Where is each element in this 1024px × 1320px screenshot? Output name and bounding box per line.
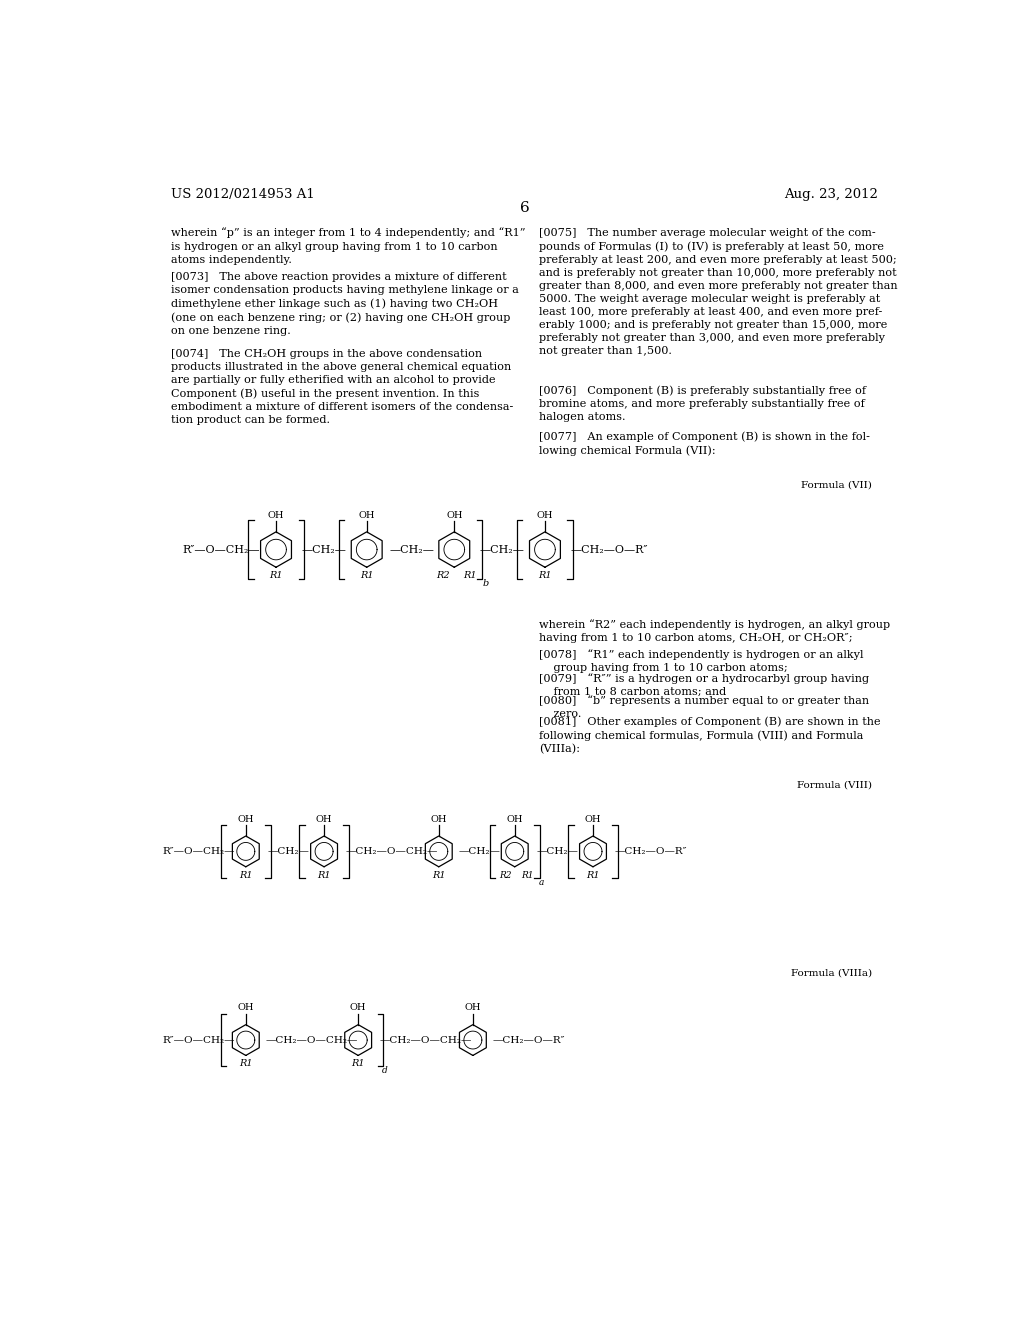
Text: [0073]   The above reaction provides a mixture of different
isomer condensation : [0073] The above reaction provides a mix…: [171, 272, 519, 337]
Text: —CH₂—: —CH₂—: [537, 847, 579, 855]
Text: [0080]   “b” represents a number equal to or greater than
    zero.: [0080] “b” represents a number equal to …: [539, 696, 869, 719]
Text: [0074]   The CH₂OH groups in the above condensation
products illustrated in the : [0074] The CH₂OH groups in the above con…: [171, 350, 514, 425]
Text: —CH₂—O—R″: —CH₂—O—R″: [570, 545, 648, 554]
Text: R″—O—CH₂—: R″—O—CH₂—: [163, 1036, 236, 1044]
Text: R1: R1: [464, 572, 477, 579]
Text: OH: OH: [267, 511, 285, 520]
Text: —CH₂—: —CH₂—: [480, 545, 524, 554]
Text: wherein “p” is an integer from 1 to 4 independently; and “R1”
is hydrogen or an : wherein “p” is an integer from 1 to 4 in…: [171, 227, 526, 264]
Text: Formula (VIII): Formula (VIII): [797, 780, 872, 789]
Text: R2: R2: [499, 871, 512, 879]
Text: R1: R1: [239, 871, 253, 879]
Text: [0081]   Other examples of Component (B) are shown in the
following chemical for: [0081] Other examples of Component (B) a…: [539, 717, 881, 755]
Text: US 2012/0214953 A1: US 2012/0214953 A1: [171, 187, 315, 201]
Text: 6: 6: [520, 201, 529, 215]
Text: R1: R1: [317, 871, 331, 879]
Text: R1: R1: [521, 871, 534, 879]
Text: R1: R1: [586, 871, 600, 879]
Text: [0077]   An example of Component (B) is shown in the fol-
lowing chemical Formul: [0077] An example of Component (B) is sh…: [539, 432, 869, 457]
Text: R1: R1: [359, 572, 374, 579]
Text: R″—O—CH₂—: R″—O—CH₂—: [163, 847, 236, 855]
Text: OH: OH: [585, 814, 601, 824]
Text: —CH₂—O—CH₂—: —CH₂—O—CH₂—: [380, 1036, 472, 1044]
Text: Formula (VIIIa): Formula (VIIIa): [791, 969, 872, 977]
Text: R1: R1: [239, 1059, 253, 1068]
Text: [0075]   The number average molecular weight of the com-
pounds of Formulas (I) : [0075] The number average molecular weig…: [539, 227, 897, 356]
Text: [0078]   “R1” each independently is hydrogen or an alkyl
    group having from 1: [0078] “R1” each independently is hydrog…: [539, 649, 863, 673]
Text: R1: R1: [351, 1059, 365, 1068]
Text: OH: OH: [465, 1003, 481, 1012]
Text: [0076]   Component (B) is preferably substantially free of
bromine atoms, and mo: [0076] Component (B) is preferably subst…: [539, 385, 865, 422]
Text: R1: R1: [432, 871, 445, 879]
Text: —CH₂—: —CH₂—: [458, 847, 500, 855]
Text: d: d: [382, 1067, 388, 1076]
Text: —CH₂—: —CH₂—: [302, 545, 346, 554]
Text: OH: OH: [507, 814, 523, 824]
Text: R1: R1: [269, 572, 283, 579]
Text: Formula (VII): Formula (VII): [801, 480, 872, 490]
Text: OH: OH: [315, 814, 333, 824]
Text: OH: OH: [358, 511, 375, 520]
Text: R2: R2: [436, 572, 451, 579]
Text: OH: OH: [350, 1003, 367, 1012]
Text: R1: R1: [539, 572, 552, 579]
Text: OH: OH: [446, 511, 463, 520]
Text: OH: OH: [430, 814, 447, 824]
Text: —CH₂—O—R″: —CH₂—O—R″: [614, 847, 687, 855]
Text: wherein “R2” each independently is hydrogen, an alkyl group
having from 1 to 10 : wherein “R2” each independently is hydro…: [539, 619, 890, 643]
Text: OH: OH: [238, 1003, 254, 1012]
Text: a: a: [539, 878, 544, 887]
Text: —CH₂—O—CH₂—: —CH₂—O—CH₂—: [346, 847, 438, 855]
Text: —CH₂—O—R″: —CH₂—O—R″: [493, 1036, 565, 1044]
Text: [0079]   “R″” is a hydrogen or a hydrocarbyl group having
    from 1 to 8 carbon: [0079] “R″” is a hydrogen or a hydrocarb…: [539, 673, 869, 697]
Text: —CH₂—O—CH₂—: —CH₂—O—CH₂—: [265, 1036, 357, 1044]
Text: —CH₂—: —CH₂—: [389, 545, 434, 554]
Text: Aug. 23, 2012: Aug. 23, 2012: [784, 187, 879, 201]
Text: R″—O—CH₂—: R″—O—CH₂—: [182, 545, 260, 554]
Text: OH: OH: [537, 511, 553, 520]
Text: OH: OH: [238, 814, 254, 824]
Text: —CH₂—: —CH₂—: [267, 847, 309, 855]
Text: b: b: [483, 578, 489, 587]
